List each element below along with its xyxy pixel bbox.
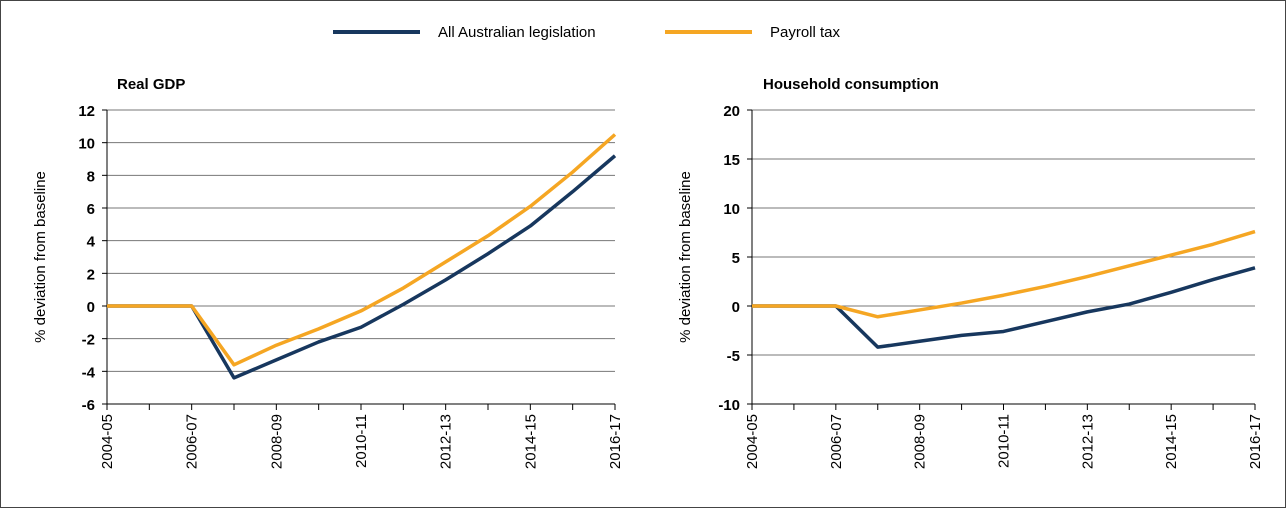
y-tick-label: -6: [82, 397, 95, 414]
x-tick-label: 2010-11: [996, 414, 1013, 468]
y-tick-label: 8: [87, 168, 95, 185]
chart-title: Household consumption: [763, 76, 939, 93]
y-tick-label: 4: [87, 234, 96, 251]
x-tick-label: 2016-17: [1247, 414, 1264, 469]
x-tick-label: 2014-15: [522, 414, 539, 469]
y-tick-label: -10: [718, 397, 740, 414]
x-tick-label: 2004-05: [99, 414, 116, 469]
x-tick-label: 2008-09: [268, 414, 285, 469]
y-tick-label: 5: [732, 250, 740, 267]
x-tick-label: 2012-13: [1079, 414, 1096, 469]
y-tick-label: 20: [723, 103, 740, 120]
legend-label: Payroll tax: [770, 24, 841, 41]
y-tick-label: -5: [727, 348, 740, 365]
x-tick-label: 2012-13: [438, 414, 455, 469]
y-tick-label: 2: [87, 266, 95, 283]
y-tick-label: 10: [723, 201, 740, 218]
y-tick-label: 10: [78, 136, 95, 153]
x-tick-label: 2004-05: [744, 414, 761, 469]
x-tick-label: 2008-09: [912, 414, 929, 469]
y-tick-label: 15: [723, 152, 740, 169]
series-line: [752, 229, 1256, 319]
y-axis-label: % deviation from baseline: [677, 171, 694, 343]
y-tick-label: 0: [87, 299, 95, 316]
x-tick-label: 2006-07: [184, 414, 201, 469]
x-tick-label: 2010-11: [353, 414, 370, 468]
y-tick-label: -2: [82, 332, 95, 349]
series-line: [107, 133, 617, 367]
y-tick-label: 6: [87, 201, 95, 218]
x-tick-label: 2014-15: [1163, 414, 1180, 469]
legend-label: All Australian legislation: [438, 24, 596, 41]
y-tick-label: -4: [82, 364, 96, 381]
x-tick-label: 2006-07: [828, 414, 845, 469]
chart-title: Real GDP: [117, 76, 185, 93]
y-tick-label: 0: [732, 299, 740, 316]
y-axis-label: % deviation from baseline: [32, 171, 49, 343]
x-tick-label: 2016-17: [607, 414, 624, 469]
y-tick-label: 12: [78, 103, 95, 120]
